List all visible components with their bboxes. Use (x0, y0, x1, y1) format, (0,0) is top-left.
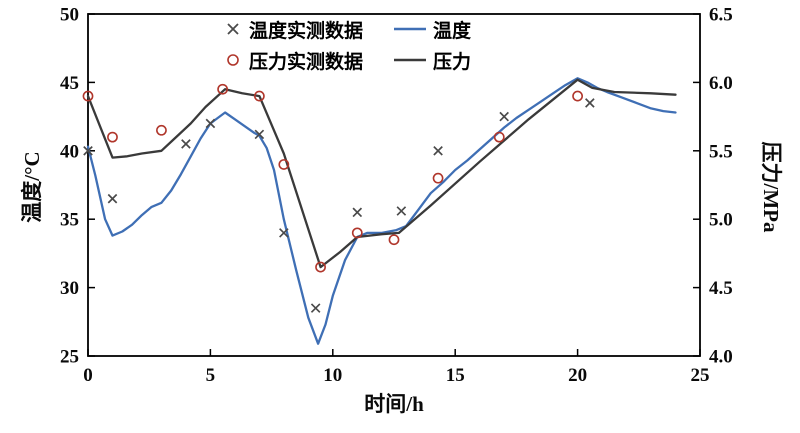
marker-x-temp_scatter (585, 98, 595, 108)
y-left-tick-label: 50 (60, 5, 79, 26)
series-line-temp_line (86, 77, 677, 345)
marker-o-pressure_scatter (572, 90, 583, 102)
marker-o-pressure_scatter (107, 131, 118, 143)
marker-x-temp_scatter (396, 206, 407, 216)
x-tick-label: 0 (83, 365, 93, 386)
series-line-pressure_line (86, 78, 677, 269)
y-right-tick-label: 6.5 (709, 5, 733, 26)
marker-o-pressure_scatter (82, 90, 94, 102)
marker-o-pressure_scatter (493, 131, 505, 143)
legend-item-temp-line: 温度 (392, 16, 471, 43)
marker-x-temp_scatter (499, 111, 509, 122)
legend-label-temp-line: 温度 (433, 20, 472, 42)
marker-x-temp_scatter (310, 303, 321, 313)
blue-line-icon (394, 27, 426, 31)
marker-x-temp_scatter (433, 145, 443, 156)
legend-item-pressure-scatter: 压力实测数据 (222, 47, 392, 74)
circle-marker-icon (227, 54, 239, 66)
marker-o-pressure_scatter (156, 124, 167, 136)
x-marker-icon (227, 23, 239, 35)
marker-o-pressure_scatter (315, 261, 326, 273)
marker-x-temp_scatter (83, 145, 93, 156)
marker-x-temp_scatter (107, 193, 118, 204)
y-left-tick-label: 30 (60, 278, 79, 299)
marker-o-pressure_scatter (278, 159, 290, 170)
y-right-tick-label: 4.5 (709, 278, 733, 299)
marker-x-temp_scatter (205, 118, 216, 129)
y-right-tick-label: 5.5 (709, 141, 733, 162)
marker-x-temp_scatter (279, 228, 289, 238)
y-right-tick-label: 5.0 (709, 210, 733, 231)
left-axis-title: 温度/°C (20, 151, 44, 223)
legend-label-pressure-line: 压力 (433, 51, 472, 73)
y-left-tick-label: 25 (60, 347, 79, 368)
marker-x-temp_scatter (254, 129, 265, 140)
x-tick-label: 20 (568, 365, 587, 386)
plot-border (87, 13, 701, 357)
x-tick-label: 25 (691, 365, 710, 386)
x-tick-label: 15 (446, 365, 465, 386)
y-left-tick-label: 35 (60, 210, 79, 231)
x-tick-label: 10 (323, 365, 342, 386)
marker-x-temp_scatter (181, 139, 191, 149)
marker-o-pressure_scatter (351, 227, 363, 239)
legend-item-temp-scatter: 温度实测数据 (222, 16, 392, 43)
right-axis-title: 压力/MPa (759, 141, 783, 233)
dark-line-icon (394, 58, 426, 62)
legend-row-pressure: 压力实测数据 压力 (222, 47, 471, 73)
x-axis-title: 时间/h (364, 392, 424, 416)
y-left-tick-label: 40 (60, 141, 79, 162)
y-right-tick-label: 6.0 (709, 73, 733, 94)
legend-label-temp-scatter: 温度实测数据 (249, 20, 364, 42)
y-right-tick-label: 4.0 (709, 347, 733, 368)
legend-label-pressure-scatter: 压力实测数据 (249, 51, 364, 73)
marker-x-temp_scatter (352, 207, 363, 218)
legend-row-temperature: 温度实测数据 温度 (222, 16, 471, 42)
x-tick-label: 5 (206, 365, 216, 386)
marker-o-pressure_scatter (388, 234, 400, 246)
marker-o-pressure_scatter (217, 83, 229, 95)
marker-o-pressure_scatter (253, 90, 265, 102)
marker-o-pressure_scatter (432, 172, 444, 184)
y-left-tick-label: 45 (60, 73, 79, 94)
legend: 温度实测数据 温度 压力实测数据 压力 (222, 16, 471, 78)
legend-item-pressure-line: 压力 (392, 47, 471, 74)
